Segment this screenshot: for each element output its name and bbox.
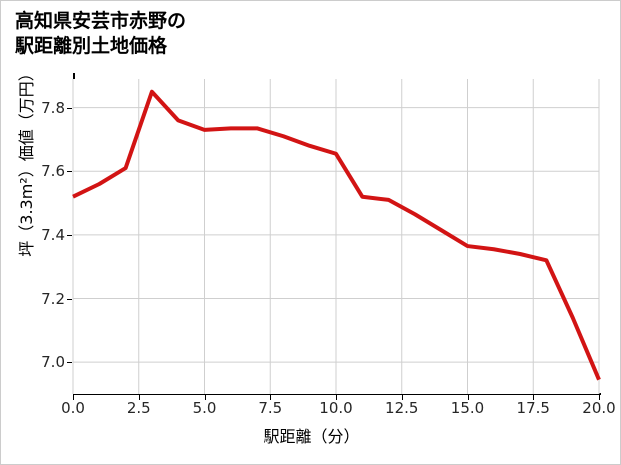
x-tick-mark: [599, 395, 600, 400]
y-tick-label: 7.4: [41, 225, 65, 244]
y-tick-label: 7.2: [41, 289, 65, 308]
x-tick-label: 17.5: [516, 399, 550, 417]
y-tick-mark: [67, 298, 72, 300]
x-tick-mark: [533, 395, 535, 400]
x-tick-label: 7.5: [258, 399, 283, 417]
y-tick-label: 7.0: [41, 353, 65, 372]
x-axis-label: 駅距離（分）: [263, 427, 360, 446]
x-tick-mark: [401, 395, 403, 400]
x-tick-mark: [467, 395, 469, 400]
data-line-series: [72, 89, 601, 381]
page-title: 高知県安芸市赤野の 駅距離別土地価格: [15, 10, 187, 57]
x-tick-mark: [270, 395, 272, 400]
y-axis-label: 坪（3.3m²）価値（万円）: [17, 65, 36, 257]
plot-area: [72, 79, 601, 394]
y-tick-mark: [67, 171, 72, 173]
x-tick-label: 12.5: [385, 399, 419, 417]
grid-lines: [72, 79, 600, 394]
x-tick-label: 20.0: [582, 399, 616, 417]
x-tick-label: 2.5: [126, 399, 151, 417]
x-tick-mark: [138, 395, 140, 400]
x-axis-spine: [73, 393, 601, 395]
y-tick-mark: [67, 234, 72, 236]
line-path: [72, 89, 601, 381]
x-tick-mark: [204, 395, 206, 400]
y-tick-mark: [67, 107, 72, 109]
x-tick-label: 10.0: [319, 399, 353, 417]
x-tick-label: 0.0: [61, 399, 85, 417]
x-tick-mark: [336, 395, 337, 400]
y-tick-mark: [67, 362, 72, 364]
y-axis-label-wrapper: 坪（3.3m²）価値（万円）: [13, 1, 37, 361]
x-tick-label: 5.0: [192, 399, 217, 417]
x-tick-mark: [73, 395, 74, 400]
x-tick-label: 15.0: [450, 399, 485, 417]
y-tick-label: 7.8: [41, 98, 65, 117]
y-tick-label: 7.6: [41, 162, 65, 181]
